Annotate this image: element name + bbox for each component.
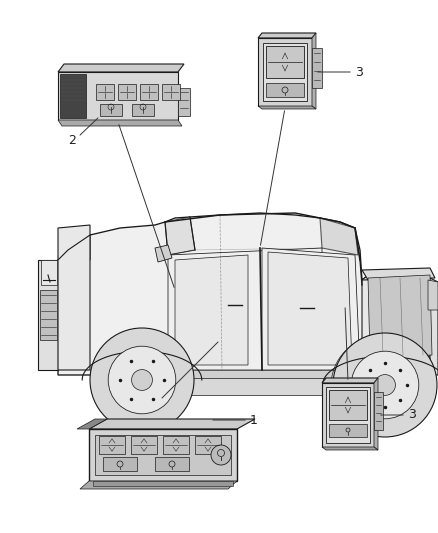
Polygon shape xyxy=(100,104,122,116)
Polygon shape xyxy=(131,436,157,454)
Polygon shape xyxy=(40,290,57,340)
Circle shape xyxy=(333,333,437,437)
Polygon shape xyxy=(258,38,312,106)
Polygon shape xyxy=(89,429,237,481)
Polygon shape xyxy=(268,252,352,365)
Polygon shape xyxy=(374,378,378,450)
Circle shape xyxy=(131,369,152,390)
Polygon shape xyxy=(38,260,58,370)
Text: 2: 2 xyxy=(68,133,76,147)
Polygon shape xyxy=(93,481,233,486)
Polygon shape xyxy=(41,260,57,285)
Polygon shape xyxy=(163,436,189,454)
Polygon shape xyxy=(95,435,231,475)
Polygon shape xyxy=(89,419,255,429)
Polygon shape xyxy=(77,419,107,429)
Polygon shape xyxy=(165,217,195,255)
Polygon shape xyxy=(99,436,125,454)
Polygon shape xyxy=(258,33,316,38)
Polygon shape xyxy=(195,436,221,454)
Polygon shape xyxy=(362,278,430,375)
Polygon shape xyxy=(155,245,172,262)
Polygon shape xyxy=(162,84,180,100)
Polygon shape xyxy=(312,48,322,88)
Polygon shape xyxy=(322,447,378,450)
Polygon shape xyxy=(155,457,189,471)
Polygon shape xyxy=(263,43,307,101)
Polygon shape xyxy=(80,481,237,489)
Text: 3: 3 xyxy=(355,66,363,78)
Polygon shape xyxy=(58,64,184,72)
Text: 1: 1 xyxy=(250,414,258,426)
Polygon shape xyxy=(140,84,158,100)
Polygon shape xyxy=(322,383,374,447)
Polygon shape xyxy=(100,378,360,395)
Polygon shape xyxy=(258,106,316,109)
Polygon shape xyxy=(266,46,304,78)
Circle shape xyxy=(374,375,396,395)
Circle shape xyxy=(211,445,231,465)
Polygon shape xyxy=(60,74,86,118)
Polygon shape xyxy=(362,268,435,280)
Text: 3: 3 xyxy=(408,408,416,422)
Polygon shape xyxy=(103,457,137,471)
Polygon shape xyxy=(58,235,90,370)
Circle shape xyxy=(90,328,194,432)
Polygon shape xyxy=(168,248,322,370)
Polygon shape xyxy=(374,392,383,430)
Polygon shape xyxy=(58,213,430,375)
Polygon shape xyxy=(320,218,358,255)
Polygon shape xyxy=(90,370,430,378)
Polygon shape xyxy=(58,72,178,120)
Polygon shape xyxy=(329,390,367,420)
Polygon shape xyxy=(132,104,154,116)
Polygon shape xyxy=(266,83,304,97)
Circle shape xyxy=(108,346,176,414)
Polygon shape xyxy=(262,248,360,370)
Polygon shape xyxy=(58,120,182,126)
Polygon shape xyxy=(175,255,248,365)
Polygon shape xyxy=(368,275,432,358)
Polygon shape xyxy=(96,84,114,100)
Polygon shape xyxy=(430,278,438,375)
Polygon shape xyxy=(118,84,136,100)
Polygon shape xyxy=(428,280,438,310)
Polygon shape xyxy=(312,33,316,109)
Polygon shape xyxy=(58,225,90,260)
Polygon shape xyxy=(322,378,378,383)
Polygon shape xyxy=(178,88,190,116)
Polygon shape xyxy=(329,424,367,437)
Polygon shape xyxy=(326,387,370,443)
Circle shape xyxy=(351,351,419,419)
